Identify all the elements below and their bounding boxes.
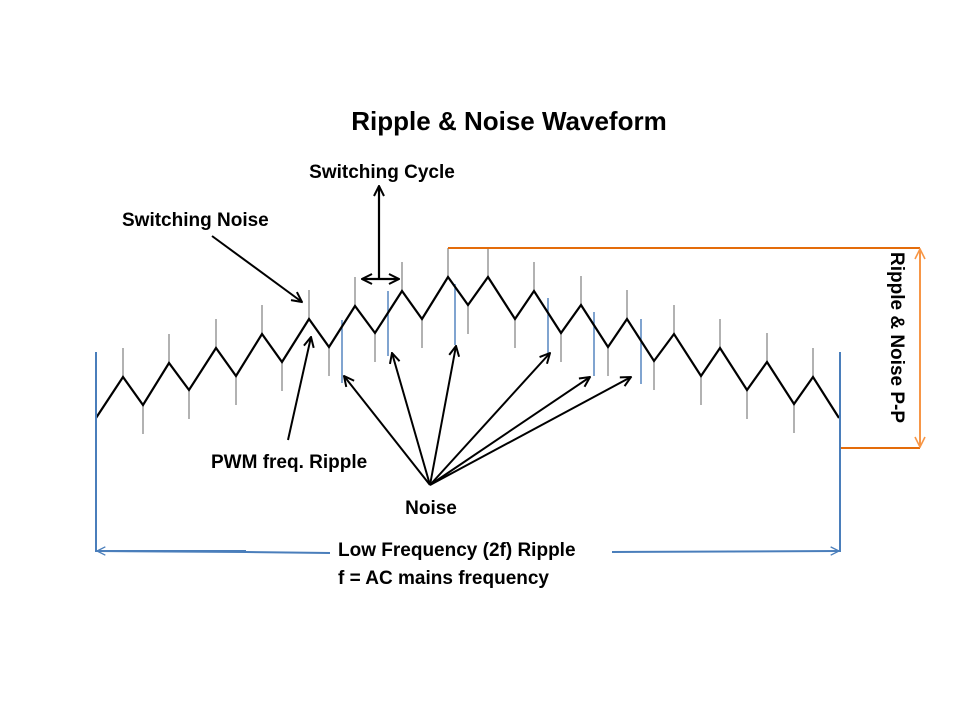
switching-spikes (122, 248, 814, 434)
diagram-title: Ripple & Noise Waveform (351, 106, 666, 136)
low-freq-arrow-line-mid (245, 551, 331, 554)
noise-arrow (344, 376, 431, 486)
noise-arrow (429, 353, 550, 486)
noise-label: Noise (405, 498, 457, 519)
low-freq-ripple-label: Low Frequency (2f) Ripple (338, 540, 576, 561)
pwm-ripple-arrow (287, 337, 311, 441)
noise-arrow (429, 377, 590, 486)
switching-noise-arrow (211, 235, 302, 302)
pp-label: Ripple & Noise P-P (886, 252, 907, 423)
low-freq-arrow-right (611, 551, 839, 552)
noise-arrow (392, 353, 431, 486)
ac-mains-label: f = AC mains frequency (338, 568, 549, 589)
noise-arrows (344, 346, 631, 486)
switching-noise-label: Switching Noise (122, 210, 269, 231)
low-freq-arrow-line-left (95, 550, 247, 553)
noise-lines (341, 284, 642, 384)
noise-arrow (429, 346, 456, 486)
noise-arrow (429, 377, 631, 486)
pwm-ripple-label: PWM freq. Ripple (211, 452, 367, 473)
switching-cycle-label: Switching Cycle (309, 162, 455, 183)
waveform (95, 275, 840, 419)
